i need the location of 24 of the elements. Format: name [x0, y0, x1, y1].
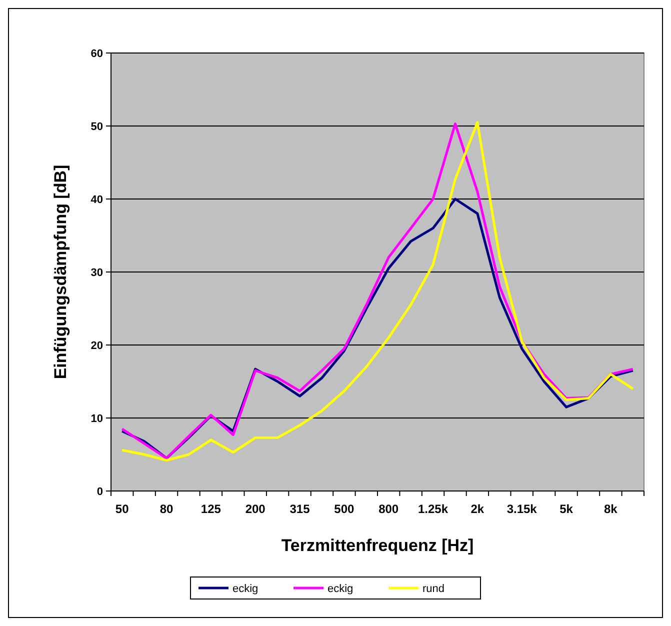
y-tick-label: 30	[90, 266, 103, 279]
x-tick-label: 3.15k	[506, 502, 538, 516]
legend-label: rund	[422, 582, 445, 595]
x-tick-label: 50	[115, 502, 130, 516]
x-tick-label: 200	[245, 502, 266, 516]
legend-label: eckig	[232, 582, 258, 595]
y-tick-label: 10	[90, 412, 103, 425]
y-tick-label: 20	[90, 340, 103, 352]
x-tick-label: 800	[378, 502, 399, 516]
y-tick-label: 40	[90, 194, 103, 206]
y-tick-label: 60	[90, 48, 103, 60]
legend-label: eckig	[328, 582, 354, 595]
y-tick-label: 0	[96, 486, 103, 498]
x-tick-label: 2k	[470, 502, 484, 516]
x-axis-title: Terzmittenfrequenz [Hz]	[281, 536, 474, 555]
x-tick-label: 5k	[560, 502, 574, 516]
x-tick-label: 500	[334, 502, 355, 516]
y-tick-label: 50	[90, 120, 103, 133]
x-tick-label: 315	[290, 502, 310, 516]
x-tick-label: 125	[200, 502, 222, 516]
y-axis-title: Einfügungsdämpfung [dB]	[51, 164, 70, 380]
x-tick-label: 1.25k	[418, 502, 448, 516]
x-tick-label: 8k	[604, 502, 618, 516]
x-tick-label: 80	[160, 502, 174, 516]
